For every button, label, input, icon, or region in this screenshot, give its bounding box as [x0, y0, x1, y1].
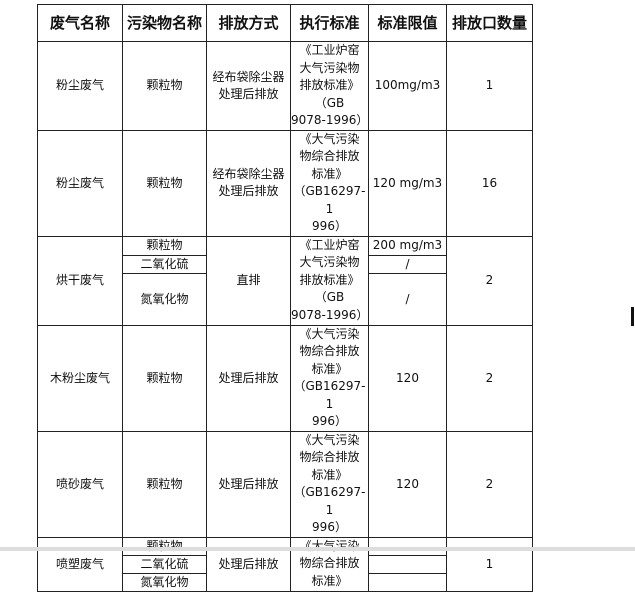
gas-name: 木粉尘废气	[37, 324, 123, 432]
header-gas-name: 废气名称	[37, 4, 123, 42]
limit	[368, 536, 447, 556]
pollutant: 颗粒物	[122, 129, 207, 237]
limit: 120	[368, 430, 447, 538]
method: 处理后排放	[206, 430, 291, 538]
method: 处理后排放	[206, 536, 291, 592]
pollutant: 颗粒物	[122, 41, 207, 131]
limit	[368, 554, 447, 574]
table-row: 粉尘废气 颗粒物 经布袋除尘器 处理后排放 《大气污染 物综合排放 标准》 （G…	[37, 129, 533, 237]
gas-name: 粉尘废气	[37, 41, 123, 131]
header-limit: 标准限值	[368, 4, 447, 42]
table-row: 喷塑废气 颗粒物 处理后排放 《大气污染 物综合排放 标准》 1	[37, 536, 533, 592]
gas-name: 喷砂废气	[37, 430, 123, 538]
standard: 《工业炉窑 大气污染物 排放标准》 （GB 9078-1996）	[290, 41, 369, 131]
gas-name: 粉尘废气	[37, 129, 123, 237]
standard: 《大气污染 物综合排放 标准》 （GB16297-1 996）	[290, 430, 369, 538]
table-row: 木粉尘废气 颗粒物 处理后排放 《大气污染 物综合排放 标准》 （GB16297…	[37, 324, 533, 432]
pollutant: 二氧化硫	[122, 554, 207, 574]
method: 经布袋除尘器 处理后排放	[206, 41, 291, 131]
table-row: 烘干废气 颗粒物 直排 《工业炉窑 大气污染物 排放标准》 （GB 9078-1…	[37, 235, 533, 326]
standard: 《大气污染 物综合排放 标准》 （GB16297-1 996）	[290, 324, 369, 432]
pollutant: 颗粒物	[122, 235, 207, 256]
outlets: 1	[446, 536, 533, 592]
limit: /	[368, 272, 447, 326]
limit: 120	[368, 324, 447, 432]
pollutant: 颗粒物	[122, 324, 207, 432]
outlets: 2	[446, 430, 533, 538]
standard: 《工业炉窑 大气污染物 排放标准》 （GB 9078-1996）	[290, 235, 369, 326]
limit	[368, 572, 447, 592]
table-subrow: 氮氧化物 /	[38, 272, 533, 326]
gas-name: 烘干废气	[37, 235, 123, 326]
text-cursor-mark	[631, 307, 634, 326]
pollutant: 二氧化硫	[122, 254, 207, 274]
outlets: 16	[446, 129, 533, 237]
table-row: 粉尘废气 颗粒物 经布袋除尘器 处理后排放 《工业炉窑 大气污染物 排放标准》 …	[37, 41, 533, 131]
emission-table: 废气名称 污染物名称 排放方式 执行标准 标准限值 排放口数量 粉尘废气 颗粒物…	[37, 4, 533, 592]
gas-name: 喷塑废气	[37, 536, 123, 592]
outlets: 1	[446, 41, 533, 131]
header-outlets: 排放口数量	[446, 4, 533, 42]
table-row: 喷砂废气 颗粒物 处理后排放 《大气污染 物综合排放 标准》 （GB16297-…	[37, 430, 533, 538]
pollutant: 颗粒物	[122, 536, 207, 556]
header-row: 废气名称 污染物名称 排放方式 执行标准 标准限值 排放口数量	[37, 4, 533, 42]
limit: 200 mg/m3	[368, 235, 447, 256]
header-pollutant: 污染物名称	[122, 4, 207, 42]
header-standard: 执行标准	[290, 4, 369, 42]
method: 直排	[206, 235, 291, 326]
pollutant: 氮氧化物	[122, 572, 207, 592]
method: 经布袋除尘器 处理后排放	[206, 129, 291, 237]
outlets: 2	[446, 235, 533, 326]
method: 处理后排放	[206, 324, 291, 432]
limit: /	[368, 254, 447, 274]
bottom-bar	[0, 547, 635, 551]
pollutant: 氮氧化物	[122, 272, 207, 326]
outlets: 2	[446, 324, 533, 432]
standard: 《大气污染 物综合排放 标准》	[290, 536, 369, 592]
header-method: 排放方式	[206, 4, 291, 42]
pollutant: 颗粒物	[122, 430, 207, 538]
limit: 100mg/m3	[368, 41, 447, 131]
standard: 《大气污染 物综合排放 标准》 （GB16297-1 996）	[290, 129, 369, 237]
limit: 120 mg/m3	[368, 129, 447, 237]
